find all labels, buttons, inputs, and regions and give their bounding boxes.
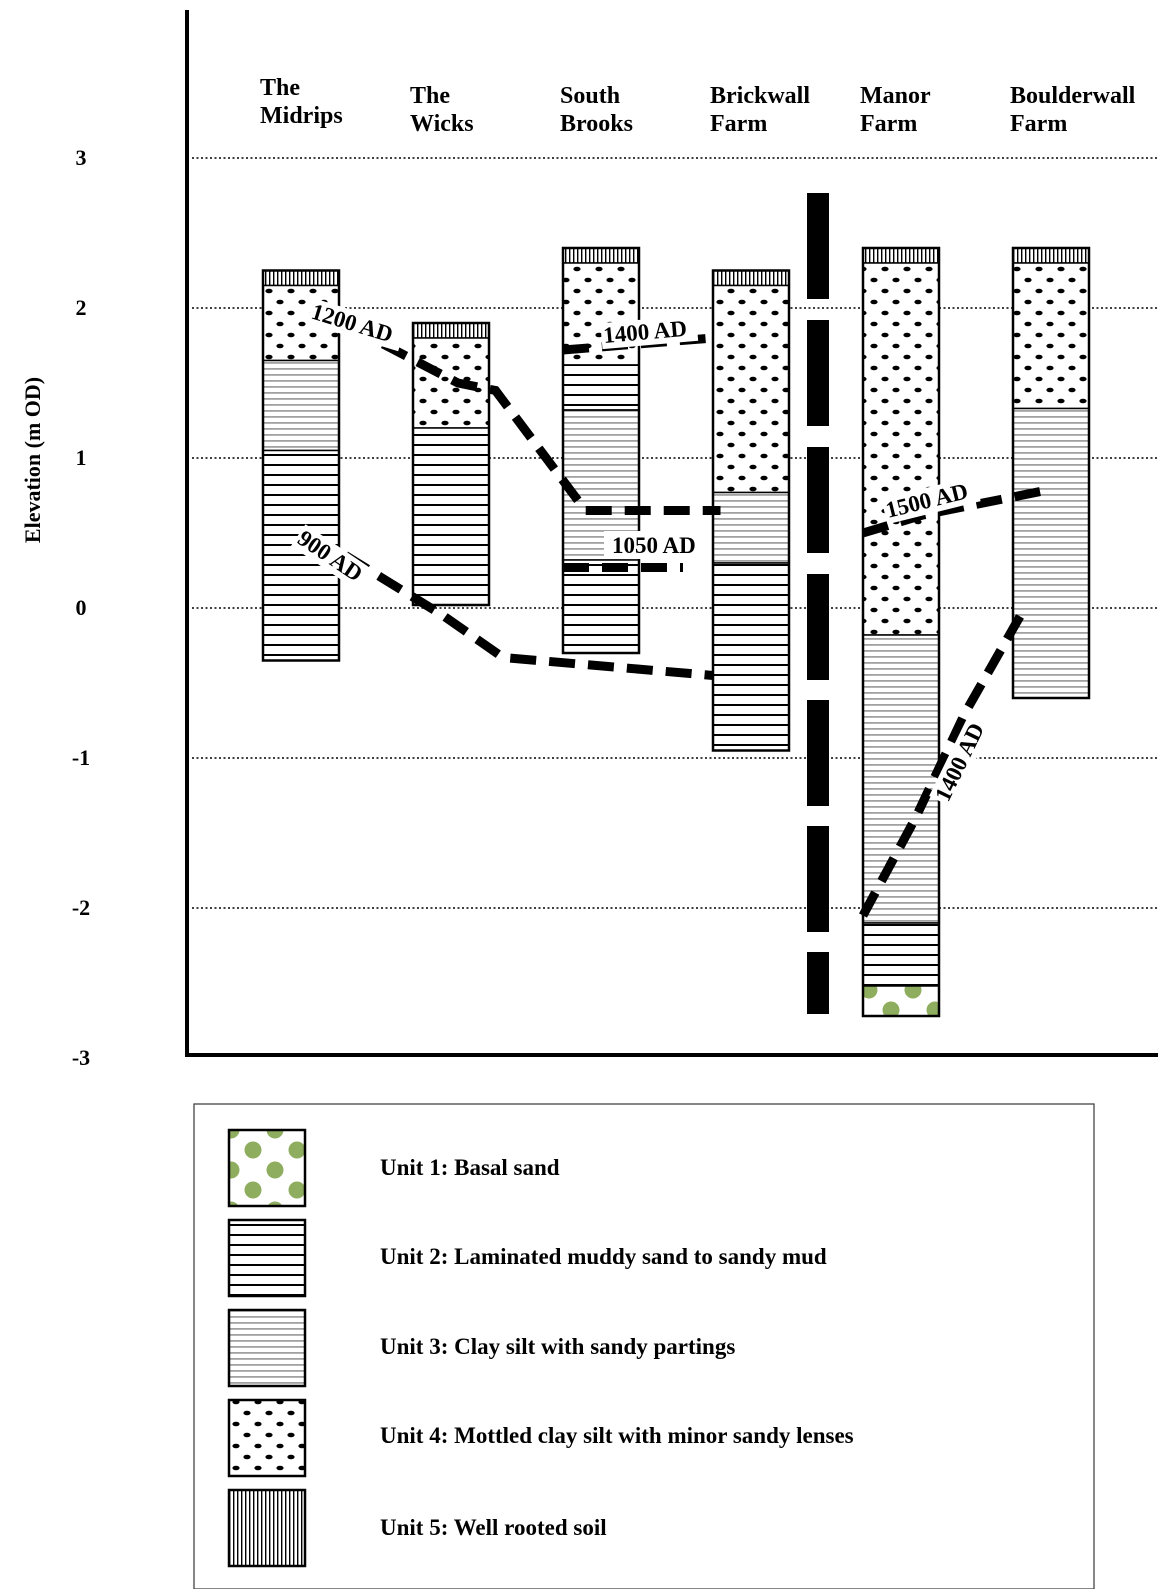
site-name: The xyxy=(260,75,300,101)
legend: Unit 1: Basal sand Unit 2: Laminated mud… xyxy=(193,1103,1095,1589)
site-name: The xyxy=(410,83,450,109)
site-name: Brickwall xyxy=(710,83,810,109)
layer-unit-5 xyxy=(712,269,790,287)
layer-unit-2 xyxy=(562,364,640,411)
layer-unit-2 xyxy=(412,427,490,606)
date-line xyxy=(859,613,1025,918)
legend-swatch-unit-4 xyxy=(227,1398,307,1478)
date-label-bg xyxy=(929,709,995,808)
borehole-columns xyxy=(261,246,1091,1018)
legend-swatch-unit-2 xyxy=(227,1218,307,1298)
legend-label-unit-1: Unit 1: Basal sand xyxy=(380,1155,560,1180)
site-name: Manor xyxy=(860,83,931,109)
layer-unit-1 xyxy=(862,985,940,1017)
tick-label: -3 xyxy=(72,1045,90,1070)
legend-label-unit-2: Unit 2: Laminated muddy sand to sandy mu… xyxy=(380,1244,827,1269)
site-name: Wicks xyxy=(410,111,474,137)
tick-label: 1 xyxy=(76,445,87,470)
date-line xyxy=(380,340,721,515)
layer-unit-2 xyxy=(862,922,940,987)
site-name: Boulderwall xyxy=(1010,83,1136,109)
layer-unit-5 xyxy=(1012,247,1090,264)
legend-swatches xyxy=(227,1128,307,1568)
borehole-column xyxy=(1011,246,1091,700)
date-line xyxy=(343,551,714,680)
site-name: Farm xyxy=(710,111,767,137)
layer-unit-4 xyxy=(1012,262,1090,410)
site-name: Brooks xyxy=(560,111,633,137)
date-label-bg xyxy=(604,531,708,559)
layer-unit-4 xyxy=(712,284,790,494)
column-outline xyxy=(561,246,641,655)
layer-unit-2 xyxy=(562,559,640,654)
borehole-column xyxy=(411,321,491,607)
layer-unit-5 xyxy=(262,269,340,287)
date-label-bg xyxy=(306,298,406,352)
borehole-column xyxy=(861,246,941,1018)
column-outline xyxy=(1011,246,1091,700)
column-outline xyxy=(261,269,341,662)
site-name: South xyxy=(560,83,620,109)
borehole-column xyxy=(711,269,791,752)
layer-unit-3 xyxy=(862,634,940,924)
date-label-1050: 1050 AD xyxy=(612,533,696,558)
tick-label: 0 xyxy=(76,595,87,620)
layer-unit-4 xyxy=(862,262,940,636)
tick-label: 2 xyxy=(76,295,87,320)
layer-unit-5 xyxy=(862,247,940,264)
site-name: Farm xyxy=(1010,111,1067,137)
tick-label: -1 xyxy=(72,745,90,770)
legend-label-unit-4: Unit 4: Mottled clay silt with minor san… xyxy=(380,1423,854,1448)
column-outline xyxy=(411,321,491,607)
layer-unit-2 xyxy=(712,562,790,752)
layer-unit-3 xyxy=(262,359,340,452)
site-labels: TheMidripsTheWicksSouthBrooksBrickwallFa… xyxy=(260,75,1136,137)
date-label-bg xyxy=(600,314,699,350)
site-name: Farm xyxy=(860,111,917,137)
layer-unit-5 xyxy=(562,247,640,264)
legend-frame xyxy=(193,1103,1095,1589)
legend-swatch-unit-1 xyxy=(227,1128,307,1208)
site-name: Midrips xyxy=(260,103,343,129)
tick-label: -2 xyxy=(72,895,90,920)
tick-label: 3 xyxy=(76,145,87,170)
legend-label-unit-3: Unit 3: Clay silt with sandy partings xyxy=(380,1334,735,1359)
legend-swatch-unit-3 xyxy=(227,1308,307,1388)
date-label-bg xyxy=(881,475,981,525)
legend-swatch-unit-5 xyxy=(227,1488,307,1568)
elevation-ticks: 3 2 1 0 -1 -2 -3 xyxy=(72,145,1158,1070)
fault-line xyxy=(807,193,829,1014)
layer-unit-3 xyxy=(712,491,790,564)
column-outline xyxy=(861,246,941,1018)
date-label-bg xyxy=(290,524,376,593)
y-axis-title: Elevation (m OD) xyxy=(20,377,45,543)
layer-unit-5 xyxy=(412,322,490,339)
legend-label-unit-5: Unit 5: Well rooted soil xyxy=(380,1515,607,1540)
layer-unit-3 xyxy=(1012,407,1090,699)
borehole-column xyxy=(561,246,641,655)
